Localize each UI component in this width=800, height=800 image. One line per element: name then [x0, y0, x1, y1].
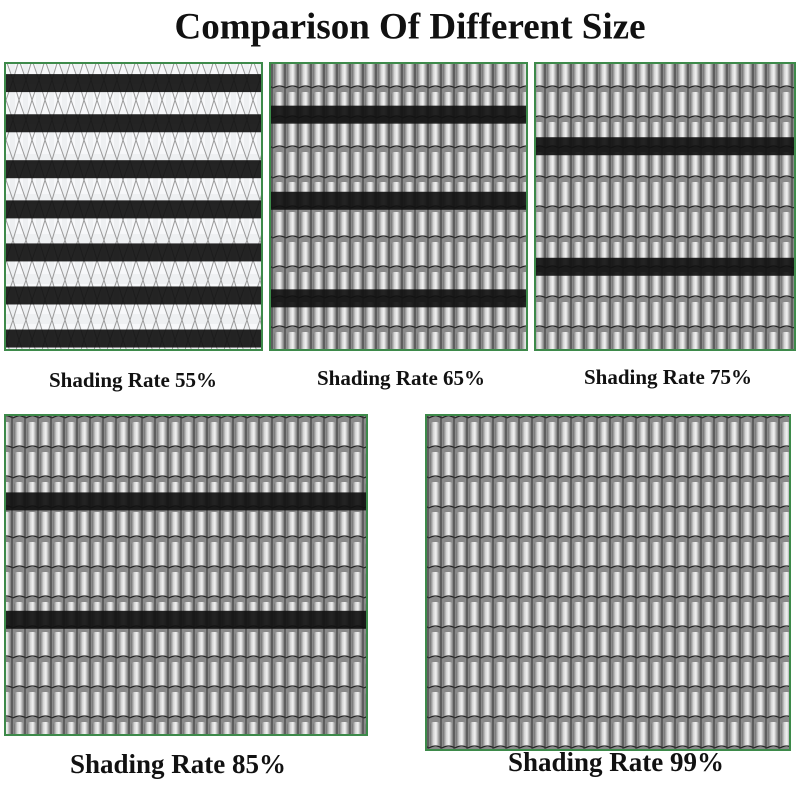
panel-label: Shading Rate 65% [317, 366, 485, 390]
black-band [5, 160, 262, 179]
mesh-photo [5, 415, 367, 735]
black-band [535, 257, 795, 276]
mesh-photo [426, 415, 790, 750]
black-band [270, 289, 527, 308]
black-band [5, 114, 262, 133]
title: Comparison Of Different Size [175, 6, 646, 47]
panel-label: Shading Rate 99% [508, 747, 724, 777]
black-band [5, 243, 262, 262]
panels [4, 62, 796, 751]
panel-label: Shading Rate 55% [49, 368, 217, 392]
black-band [270, 191, 527, 210]
panel-label: Shading Rate 75% [584, 365, 752, 389]
panel-border [4, 414, 368, 736]
black-band [5, 200, 262, 219]
black-band [535, 137, 795, 156]
panel-label: Shading Rate 85% [70, 749, 286, 779]
black-band [5, 610, 367, 629]
black-band [5, 74, 262, 93]
black-band [5, 329, 262, 348]
panel-border [4, 62, 263, 351]
black-band [5, 492, 367, 511]
mesh-photo [535, 63, 795, 350]
black-band [270, 105, 527, 124]
panel-border [269, 62, 528, 351]
panel-border [425, 414, 791, 751]
black-band [5, 286, 262, 305]
panel-border [534, 62, 796, 351]
